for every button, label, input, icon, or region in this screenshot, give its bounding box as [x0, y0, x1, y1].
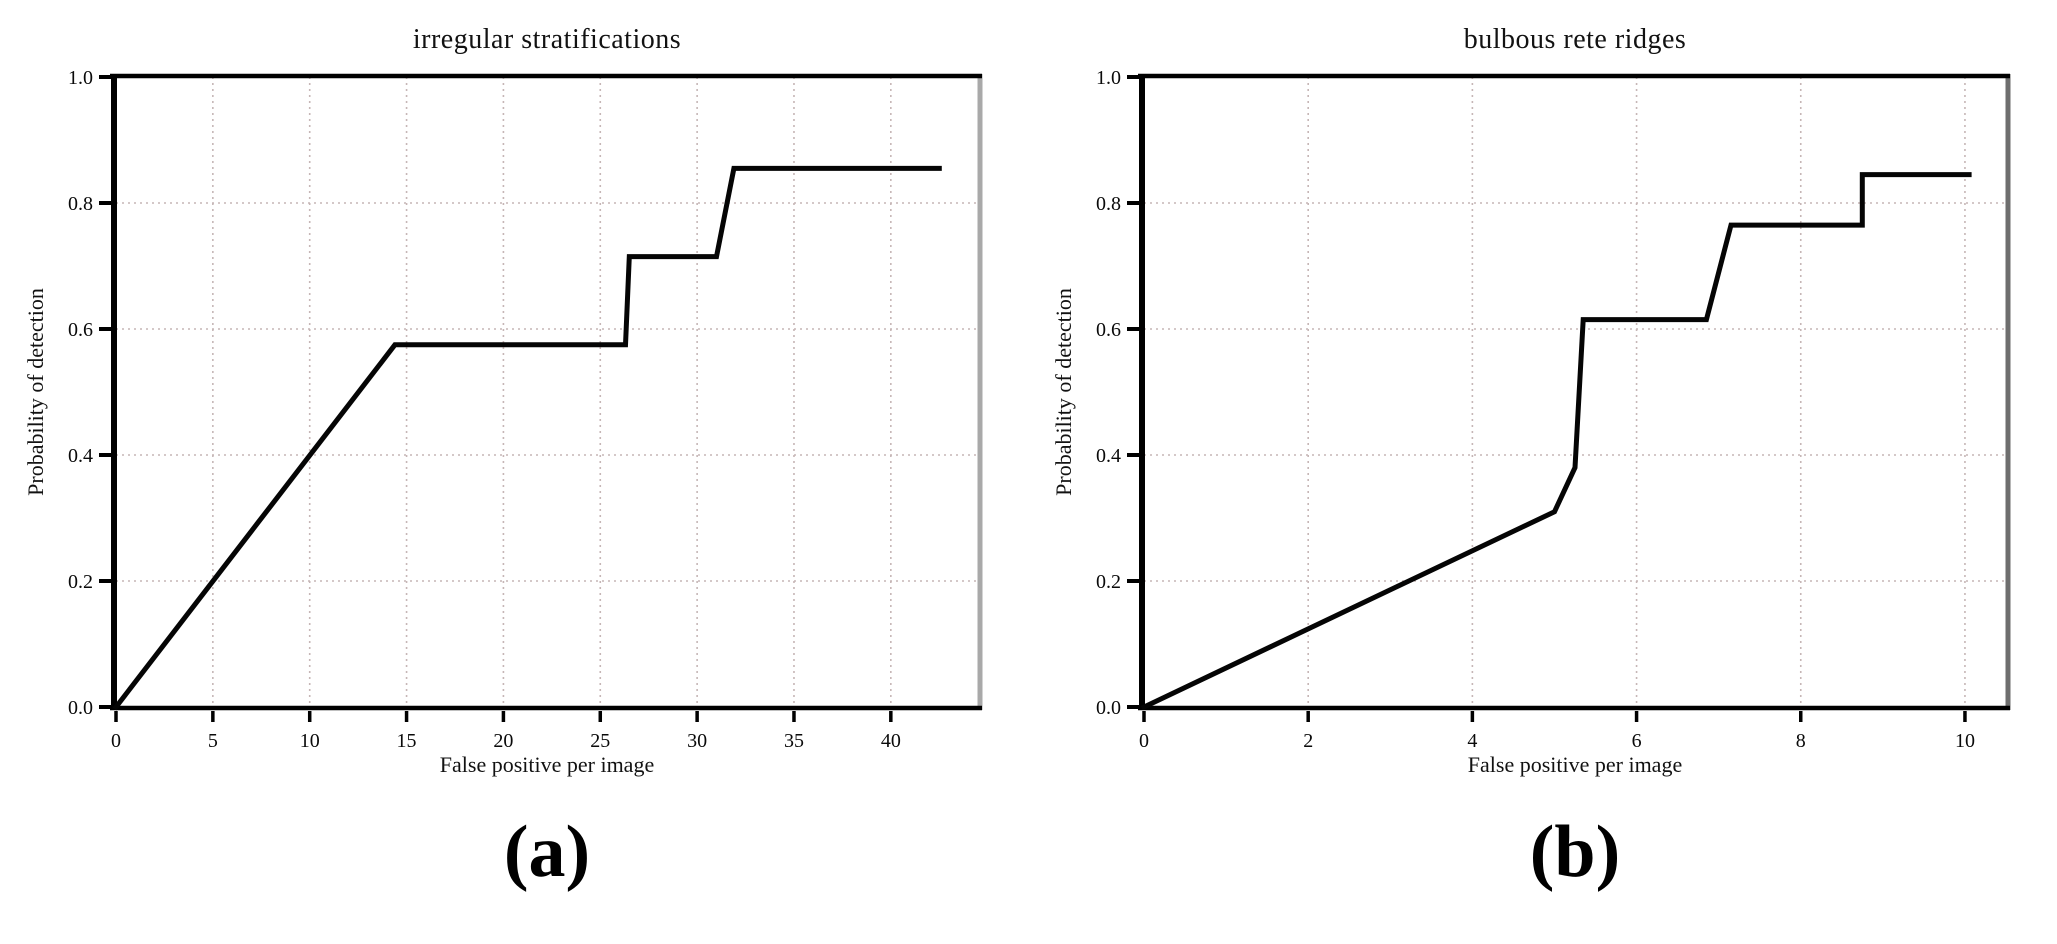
subfigure-caption-a: (a) [503, 811, 591, 893]
plot-area-a: 0 5 10 15 20 25 30 35 40 0.0 0.2 0.4 0.6 0.8 1.0 [68, 67, 983, 752]
chart-title-b: bulbous rete ridges [1463, 24, 1687, 55]
x-axis-label-a: False positive per image [439, 752, 655, 777]
x-tick-label: 4 [1467, 730, 1477, 752]
x-tick-label: 10 [1955, 730, 1975, 752]
x-tick-label: 25 [590, 730, 610, 752]
chart-title-a: irregular stratifications [412, 24, 682, 55]
y-tick-label: 1.0 [1096, 67, 1121, 89]
froc-curve [1140, 172, 1972, 711]
froc-curve [112, 165, 942, 711]
y-tick-label: 0.0 [68, 697, 93, 719]
y-tick-label: 0.8 [1096, 193, 1121, 215]
x-tick-label: 2 [1303, 730, 1313, 752]
x-tick-label: 30 [687, 730, 707, 752]
y-tick-label: 0.4 [1096, 445, 1121, 467]
x-tick-label: 0 [111, 730, 121, 752]
x-tick-label: 6 [1632, 730, 1642, 752]
subfigure-caption-b: (b) [1529, 811, 1621, 893]
y-tick-label: 0.8 [68, 193, 93, 215]
y-tick-label: 1.0 [68, 67, 93, 89]
x-tick-label: 40 [881, 730, 901, 752]
x-tick-label: 0 [1139, 730, 1149, 752]
y-tick-label: 0.2 [68, 571, 93, 593]
x-tick-label: 10 [300, 730, 320, 752]
x-tick-label: 35 [784, 730, 804, 752]
x-tick-label: 5 [208, 730, 218, 752]
x-tick-label: 8 [1796, 730, 1806, 752]
plot-area-b: 0 2 4 6 8 10 0.0 0.2 0.4 0.6 0.8 1.0 [1096, 67, 2011, 752]
y-tick-label: 0.0 [1096, 697, 1121, 719]
y-tick-label: 0.6 [1096, 319, 1121, 341]
x-tick-label: 20 [493, 730, 513, 752]
y-tick-label: 0.4 [68, 445, 93, 467]
x-axis-label-b: False positive per image [1467, 752, 1683, 777]
y-tick-label: 0.6 [68, 319, 93, 341]
x-tick-label: 15 [397, 730, 417, 752]
y-axis-label-a: Probability of detection [23, 288, 48, 496]
y-axis-label-b: Probability of detection [1051, 288, 1076, 496]
y-tick-label: 0.2 [1096, 571, 1121, 593]
panel-b: 0 2 4 6 8 10 0.0 0.2 0.4 0.6 0.8 1.0 bulbous rete r… [1028, 0, 2056, 944]
panel-a: 0 5 10 15 20 25 30 35 40 0.0 0.2 0.4 0.6 0.8 1.0 irreg… [0, 0, 1028, 944]
